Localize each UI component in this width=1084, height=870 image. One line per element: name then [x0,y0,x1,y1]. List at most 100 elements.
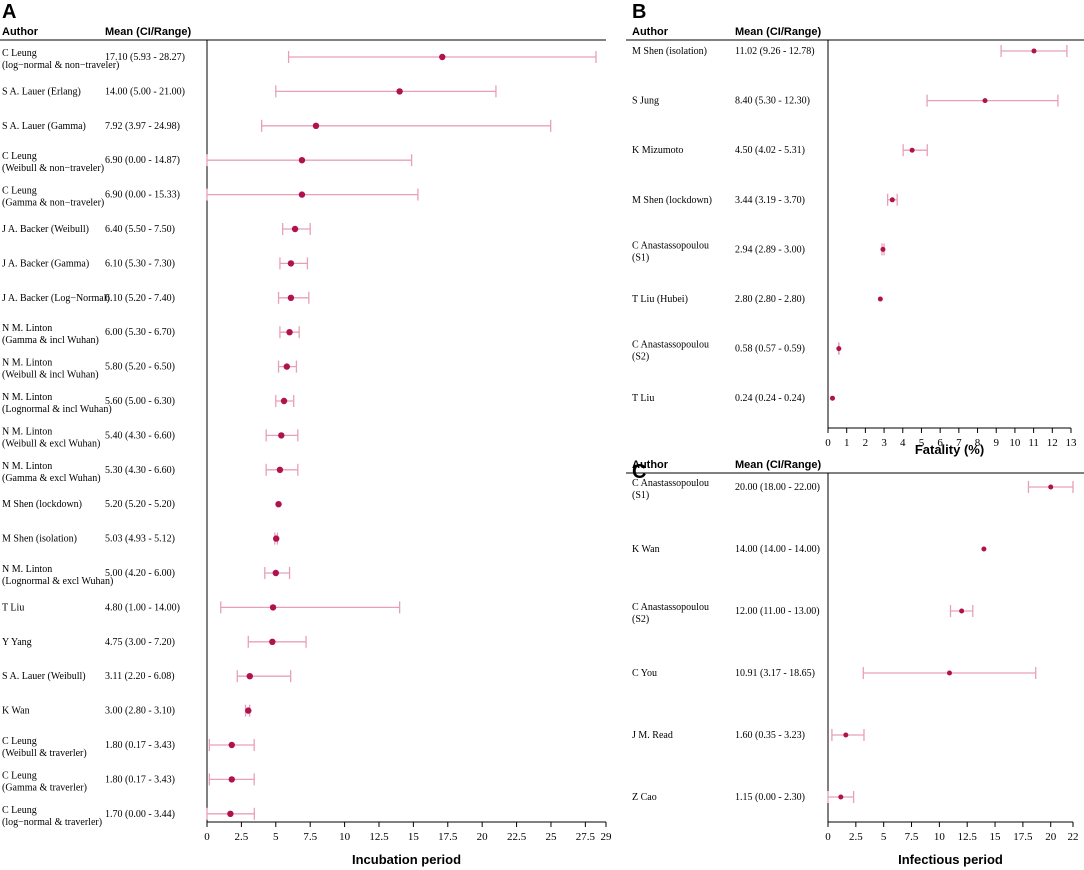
mean-point [843,732,849,738]
row-mean-ci: 10.91 (3.17 - 18.65) [735,668,815,679]
mean-point [280,397,288,405]
x-tick-label: 10 [934,831,946,843]
row-author-detail: (log−normal & traverler) [2,817,102,828]
mean-point [273,535,280,542]
row-author: Z Cao [632,792,657,803]
row-author: N M. Linton [2,323,52,334]
row-author-detail: (Gamma & traverler) [2,782,87,793]
row-author-detail: (Weibull & traverler) [2,748,87,759]
row-author: N M. Linton [2,564,52,575]
x-tick-label: 22 [1068,831,1079,843]
row-author-detail: (Weibull & excl Wuhan) [2,438,100,449]
x-tick-label: 8 [975,437,981,449]
row-author: S Jung [632,96,659,107]
row-mean-ci: 4.50 (4.02 - 5.31) [735,145,805,156]
row-mean-ci: 8.40 (5.30 - 12.30) [735,96,810,107]
row-author: J A. Backer (Log−Normal) [2,293,110,304]
x-tick-label: 1 [844,437,850,449]
x-tick-label: 3 [881,437,887,449]
mean-point [286,329,293,336]
row-author: J A. Backer (Gamma) [2,258,89,269]
x-tick-label: 17.5 [1013,831,1033,843]
row-mean-ci: 7.92 (3.97 - 24.98) [105,121,180,132]
row-author: C Leung [2,736,37,747]
author-header: Author [632,459,669,471]
row-author: M Shen (lockdown) [2,499,82,510]
row-author: C You [632,668,657,679]
row-mean-ci: 5.30 (4.30 - 6.60) [105,465,175,476]
row-mean-ci: 3.11 (2.20 - 6.08) [105,671,175,682]
mean-point [838,794,844,800]
row-mean-ci: 4.75 (3.00 - 7.20) [105,637,175,648]
row-author: T Liu [632,393,654,404]
panel-letter-b: B [632,1,646,23]
row-author-detail: (Weibull & non−traveler) [2,163,104,174]
mean-header: Mean (CI/Range) [105,26,192,38]
row-mean-ci: 11.02 (9.26 - 12.78) [735,46,815,57]
row-mean-ci: 6.90 (0.00 - 14.87) [105,155,180,166]
mean-point [946,670,952,676]
row-mean-ci: 6.00 (5.30 - 6.70) [105,327,175,338]
mean-point [291,225,299,233]
row-author: N M. Linton [2,426,52,437]
mean-point [982,98,988,104]
mean-point [1031,48,1037,54]
mean-point [312,122,320,129]
row-mean-ci: 3.00 (2.80 - 3.10) [105,706,175,717]
x-tick-label: 2.5 [235,831,249,843]
row-mean-ci: 1.80 (0.17 - 3.43) [105,740,175,751]
x-tick-label: 0 [825,831,831,843]
mean-point [245,707,252,714]
row-author: C Leung [2,151,37,162]
row-author-detail: (S2) [632,614,649,625]
x-tick-label: 9 [993,437,999,449]
mean-point [298,157,306,164]
author-header: Author [632,26,669,38]
row-author: C Anastassopoulou [632,240,709,251]
row-author: N M. Linton [2,358,52,369]
row-author-detail: (Gamma & incl Wuhan) [2,335,99,346]
x-tick-label: 29 [601,831,613,843]
mean-point [269,604,277,611]
x-tick-label: 12.5 [958,831,978,843]
x-tick-label: 5 [919,437,925,449]
row-mean-ci: 6.90 (0.00 - 15.33) [105,190,180,201]
row-author: T Liu [2,602,24,613]
x-tick-label: 15 [408,831,420,843]
row-mean-ci: 1.70 (0.00 - 3.44) [105,809,175,820]
row-mean-ci: 1.60 (0.35 - 3.23) [735,730,805,741]
mean-point [287,294,295,301]
row-author: C Leung [2,186,37,197]
row-mean-ci: 6.10 (5.30 - 7.30) [105,258,175,269]
x-tick-label: 12 [1047,437,1058,449]
row-mean-ci: 6.40 (5.50 - 7.50) [105,224,175,235]
row-mean-ci: 3.44 (3.19 - 3.70) [735,195,805,206]
x-tick-label: 13 [1066,437,1078,449]
row-author: K Wan [2,706,30,717]
row-author-detail: (S2) [632,352,649,363]
row-author: C Anastassopoulou [632,478,709,489]
row-mean-ci: 6.10 (5.20 - 7.40) [105,293,175,304]
mean-point [269,638,276,645]
x-axis-title: Infectious period [898,852,1003,867]
x-tick-label: 6 [937,437,943,449]
x-tick-label: 5 [881,831,887,843]
x-axis-title: Incubation period [352,852,461,867]
row-author: C Leung [2,805,37,816]
row-author: C Anastassopoulou [632,340,709,351]
x-tick-label: 5 [273,831,279,843]
mean-point [228,776,235,783]
row-author: S A. Lauer (Erlang) [2,86,81,97]
mean-point [298,191,306,198]
x-tick-label: 27.5 [576,831,596,843]
x-tick-label: 11 [1028,437,1039,449]
mean-point [275,501,282,508]
row-author-detail: (Gamma & excl Wuhan) [2,473,101,484]
x-tick-label: 7.5 [303,831,317,843]
x-tick-label: 7 [956,437,962,449]
row-author: Y Yang [2,637,32,648]
mean-point [889,197,895,203]
mean-point [877,296,883,302]
row-author: J A. Backer (Weibull) [2,224,89,235]
x-tick-label: 2 [863,437,869,449]
